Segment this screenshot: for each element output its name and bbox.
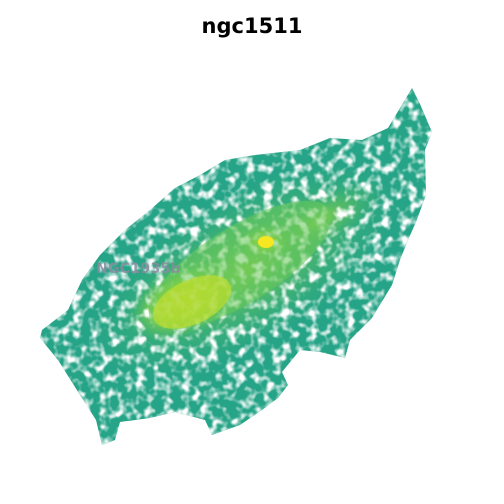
hot-spot <box>258 236 274 248</box>
figure-title: ngc1511 <box>201 14 303 38</box>
object-label: NGC1935b <box>96 261 181 277</box>
solid-core <box>152 275 232 329</box>
